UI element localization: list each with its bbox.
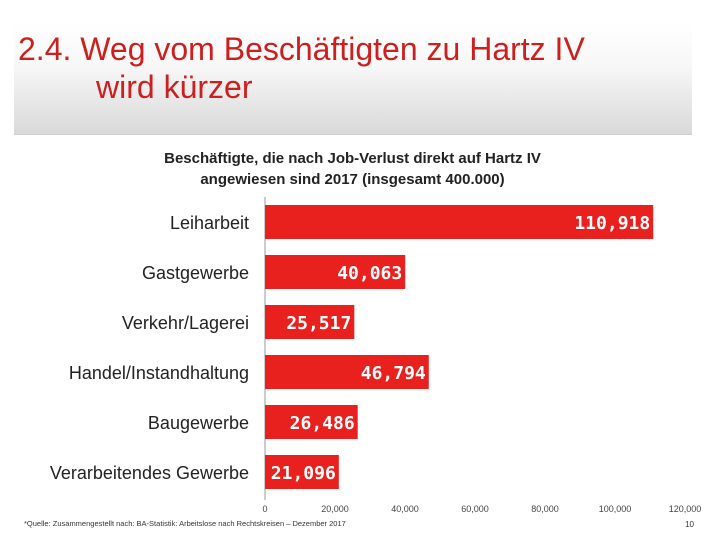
x-tick-label-0: 0 bbox=[262, 504, 267, 514]
source-footnote: *Quelle: Zusammengestellt nach: BA-Stati… bbox=[24, 519, 346, 528]
x-tick-label-5: 100,000 bbox=[599, 504, 632, 514]
value-label-0: 110,918 bbox=[574, 213, 650, 234]
bar-2 bbox=[265, 305, 355, 339]
bar-4 bbox=[265, 405, 358, 439]
value-label-5: 21,096 bbox=[271, 463, 336, 484]
slide-title-line-1: 2.4. Weg vom Beschäftigten zu Hartz IV bbox=[18, 31, 585, 67]
value-label-4: 26,486 bbox=[290, 413, 355, 434]
bar-3 bbox=[265, 355, 429, 389]
x-tick-label-3: 60,000 bbox=[461, 504, 489, 514]
value-label-2: 25,517 bbox=[286, 313, 351, 334]
bar-0 bbox=[265, 205, 654, 239]
chart-title: Beschäftigte, die nach Job-Verlust direk… bbox=[90, 148, 615, 190]
slide-title-line-2: wird kürzer bbox=[96, 69, 253, 105]
value-label-1: 40,063 bbox=[337, 263, 402, 284]
chart-title-line-1: Beschäftigte, die nach Job-Verlust direk… bbox=[164, 150, 541, 167]
title-divider bbox=[14, 134, 692, 135]
category-label-1: Gastgewerbe bbox=[142, 263, 249, 283]
category-label-2: Verkehr/Lagerei bbox=[122, 313, 249, 333]
category-label-0: Leiharbeit bbox=[170, 213, 249, 233]
category-label-4: Baugewerbe bbox=[148, 413, 249, 433]
x-tick-label-4: 80,000 bbox=[531, 504, 559, 514]
value-label-3: 46,794 bbox=[361, 363, 426, 384]
x-tick-label-2: 40,000 bbox=[391, 504, 419, 514]
x-tick-label-1: 20,000 bbox=[321, 504, 349, 514]
category-label-5: Verarbeitendes Gewerbe bbox=[50, 463, 249, 483]
page-number: 10 bbox=[685, 520, 694, 529]
bar-1 bbox=[265, 255, 406, 289]
x-tick-label-6: 120,000 bbox=[669, 504, 702, 514]
chart-title-line-2: angewiesen sind 2017 (insgesamt 400.000) bbox=[200, 171, 505, 188]
slide-title: 2.4. Weg vom Beschäftigten zu Hartz IV w… bbox=[18, 30, 585, 106]
category-label-3: Handel/Instandhaltung bbox=[69, 363, 249, 383]
title-band bbox=[14, 22, 692, 134]
bar-5 bbox=[265, 455, 339, 489]
